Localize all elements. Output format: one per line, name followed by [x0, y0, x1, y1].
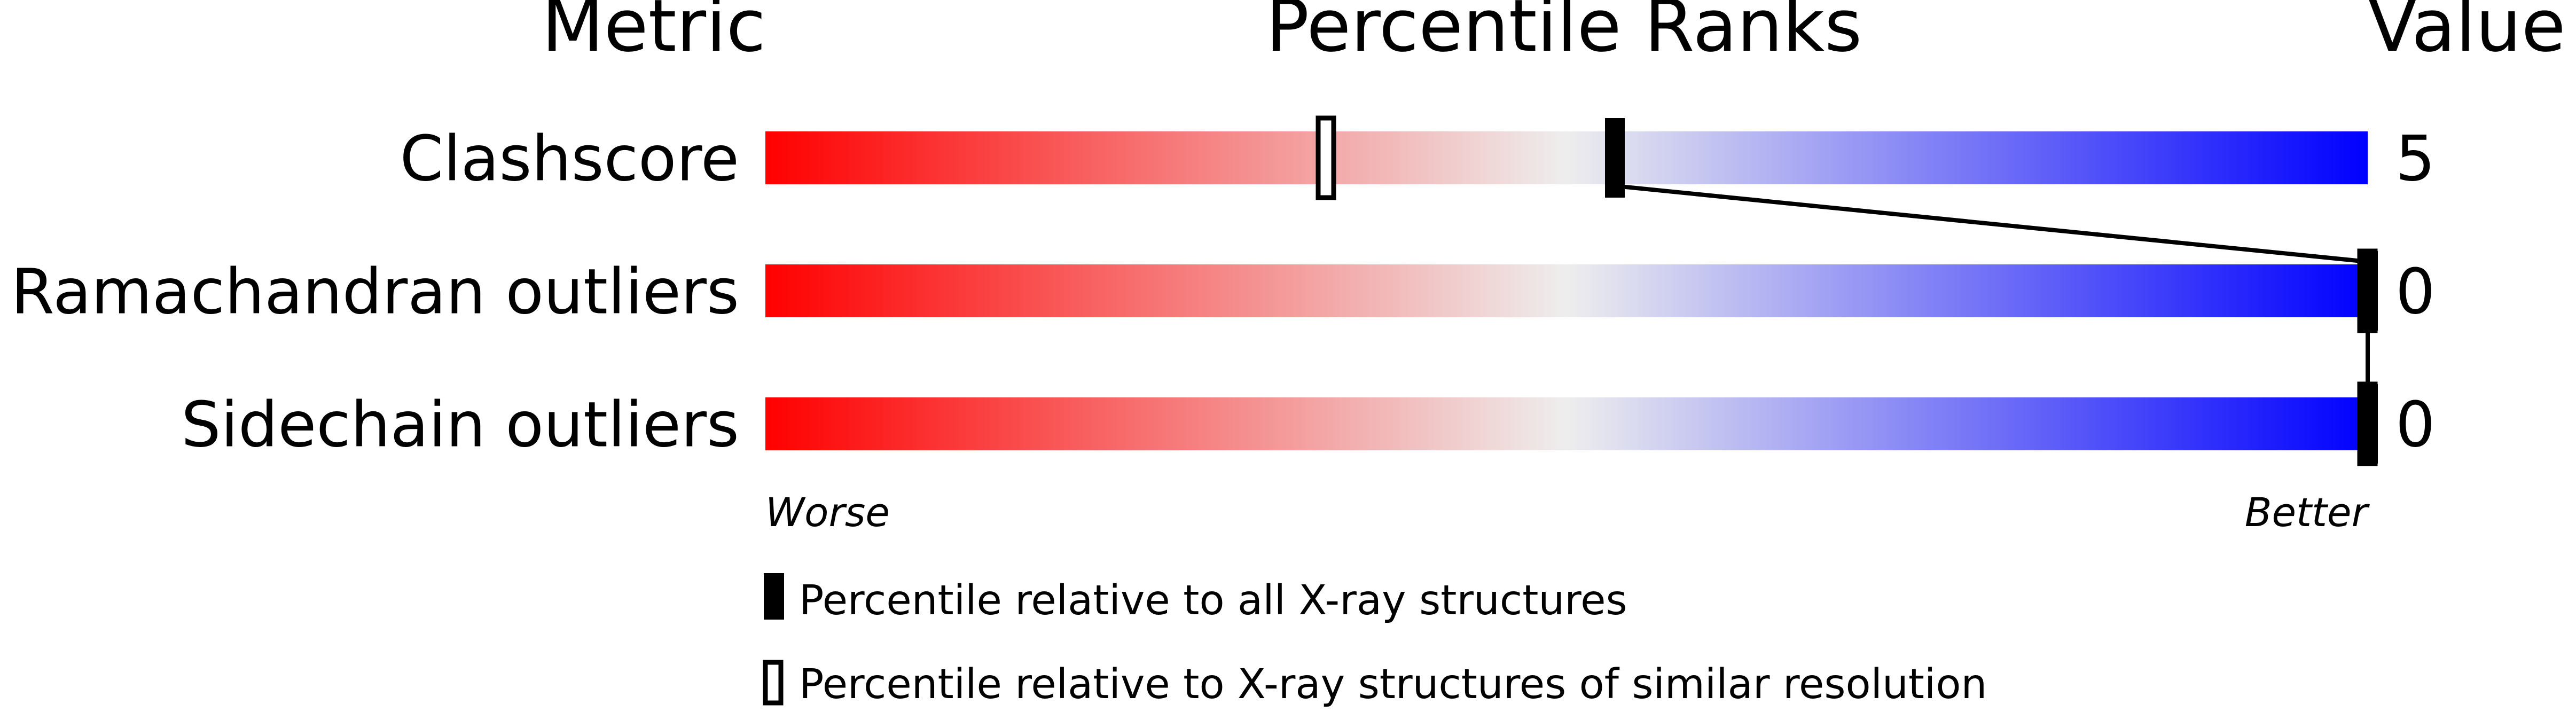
similar-resolution-marker	[1316, 115, 1336, 200]
legend-open-marker	[763, 660, 784, 706]
value-header: Value	[2368, 0, 2566, 68]
percentile-header: Percentile Ranks	[1266, 0, 1862, 68]
metric-value: 5	[2395, 122, 2435, 195]
metric-label: Sidechain outliers	[181, 388, 739, 461]
legend-filled-marker	[764, 573, 784, 620]
metric-row: Ramachandran outliers 0	[11, 248, 2435, 333]
legend-similar: Percentile relative to X-ray structures …	[799, 661, 1987, 708]
all-structures-marker	[2358, 251, 2378, 331]
better-label: Better	[2245, 490, 2370, 536]
metric-value: 0	[2395, 388, 2435, 461]
metric-header: Metric	[542, 0, 766, 68]
percentile-connector	[1614, 184, 2368, 264]
percentile-bar	[765, 397, 2368, 450]
legend-all: Percentile relative to all X-ray structu…	[799, 577, 1627, 624]
metric-row: Clashscore 5	[400, 115, 2435, 200]
metric-label: Clashscore	[400, 122, 739, 195]
metric-label: Ramachandran outliers	[11, 255, 740, 328]
percentile-bar	[765, 131, 2368, 184]
metric-row: Sidechain outliers 0	[181, 381, 2435, 466]
all-structures-marker	[2358, 384, 2378, 464]
percentile-bar	[765, 264, 2368, 317]
metric-value: 0	[2395, 255, 2435, 328]
worse-label: Worse	[765, 490, 890, 536]
